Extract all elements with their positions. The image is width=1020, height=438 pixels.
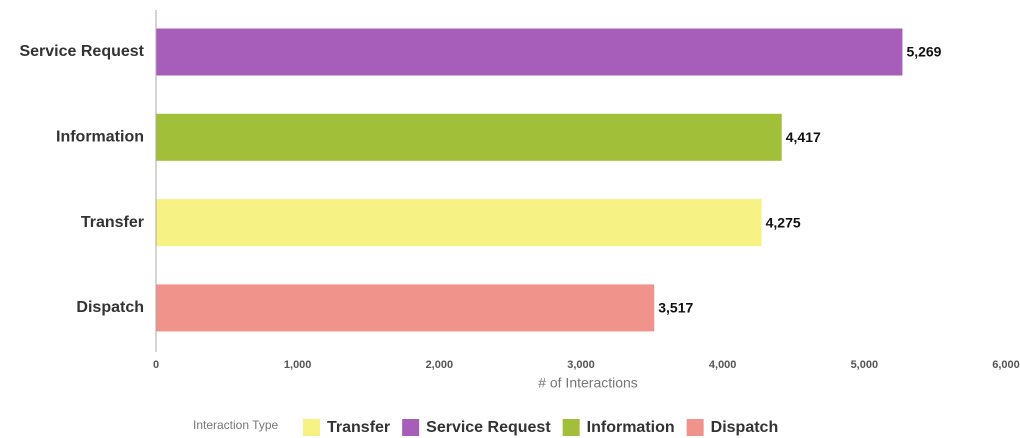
legend-swatch <box>303 419 320 436</box>
y-tick-label: Information <box>56 129 144 146</box>
x-tick-label: 3,000 <box>567 359 595 371</box>
legend-swatch <box>402 419 420 436</box>
bar <box>156 199 762 247</box>
legend-title: Interaction Type <box>193 418 278 432</box>
legend-label: Dispatch <box>711 419 779 436</box>
legend-swatch <box>562 419 580 436</box>
value-label: 4,275 <box>766 214 801 230</box>
legend-swatch <box>686 419 704 436</box>
y-tick-label: Dispatch <box>76 299 144 316</box>
legend-label: Transfer <box>327 419 390 436</box>
x-tick-label: 1,000 <box>284 359 312 371</box>
value-label: 4,417 <box>786 129 821 145</box>
x-tick-label: 2,000 <box>426 359 454 371</box>
bar <box>156 28 903 76</box>
x-tick-label: 5,000 <box>851 359 879 371</box>
value-label: 5,269 <box>906 44 941 60</box>
x-tick-label: 6,000 <box>992 359 1020 371</box>
y-tick-label: Service Request <box>19 43 144 60</box>
legend-label: Information <box>587 419 675 436</box>
y-tick-label: Transfer <box>81 214 144 231</box>
x-axis-label: # of Interactions <box>538 375 638 391</box>
x-tick-label: 0 <box>153 359 159 371</box>
x-tick-label: 4,000 <box>709 359 737 371</box>
bar <box>156 113 782 161</box>
value-label: 3,517 <box>658 300 693 316</box>
bar <box>156 284 655 332</box>
legend-label: Service Request <box>426 419 551 436</box>
